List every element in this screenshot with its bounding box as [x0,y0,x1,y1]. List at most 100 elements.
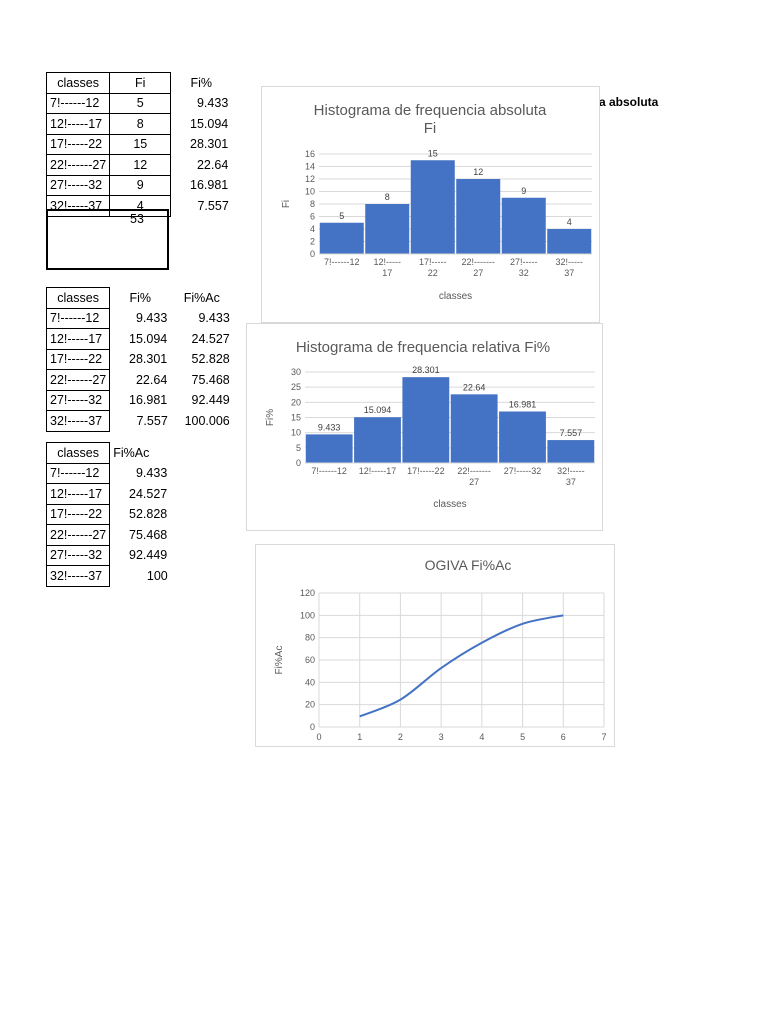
relative-frequency-table: classes Fi% Fi%Ac 7!------12 9.433 9.433… [45,287,233,432]
table-row: 22!------27 12 22.64 [45,154,232,176]
table-cell: 15.094 [190,116,229,131]
ogive-chart: OGIVA Fi%Ac 0 20 40 60 80 100 120 0 1 2 3 4 5 6 7 Fi%Ac [255,544,615,747]
y-tick-label: 14 [305,162,315,172]
x-tick-label: 7!------12 [324,257,360,267]
x-tick-label: 2 [398,732,403,742]
table-row: 17!-----22 52.828 [45,503,171,525]
table-header-cell: Fi% [190,75,213,90]
table-cell: 7!------12 [45,307,111,329]
table-header-cell: Fi% [129,290,152,305]
cumulative-frequency-table: classes Fi%Ac 7!------12 9.433 12!-----1… [45,442,171,587]
y-tick-label: 0 [310,722,315,732]
x-tick-label: 7!------12 [311,466,347,476]
y-axis-label: Fi% [265,409,276,426]
bar [456,179,501,254]
table-header-row: classes Fi%Ac [45,442,171,464]
table-cell: 22!------27 [45,524,111,546]
table-cell: 100 [146,568,168,583]
chart-title: OGIVA Fi%Ac [425,557,512,573]
x-tick-label: 1 [357,732,362,742]
table-cell: 9.433 [196,96,229,111]
table-cell: 8 [109,113,172,135]
x-tick-label: 7 [601,732,606,742]
table-row: 12!-----17 24.527 [45,483,171,505]
bar [501,197,546,254]
data-label: 5 [339,211,344,221]
table-row: 27!-----32 92.449 [45,544,171,566]
table-cell: 24.527 [129,486,168,501]
data-label: 22.64 [463,382,486,392]
x-tick-label: 22!------- [457,466,491,476]
table-cell: 16.981 [190,178,229,193]
table-row: 12!-----17 15.094 24.527 [45,328,233,350]
table-cell: 12!-----17 [45,483,111,505]
x-tick-label: 4 [479,732,484,742]
absolute-frequency-chart: Histograma de frequencia absoluta Fi 0 2 4 6 8… [261,86,600,323]
bar [402,377,450,463]
series-line [359,614,564,718]
bar [305,434,353,463]
table-row: 32!-----37 100 [45,565,171,587]
y-tick-label: 8 [310,199,315,209]
data-label: 12 [473,167,483,177]
x-tick-label: 17!----- [419,257,447,267]
table-cell: 28.301 [190,137,229,152]
table-cell: 9.433 [135,311,168,326]
table-cell: 12 [109,154,172,176]
table-cell: 7.557 [136,413,168,428]
table-cell: 75.468 [129,527,168,542]
table-header-row: classes Fi% Fi%Ac [45,287,233,309]
table-cell: 7!------12 [45,462,111,484]
table-cell: 17!-----22 [45,133,111,155]
x-tick-label: 0 [316,732,321,742]
x-tick-label: 17 [382,268,392,278]
table-cell: 52.828 [191,352,230,367]
table-cell: 28.301 [129,352,168,367]
table-cell: 32!-----37 [45,410,111,432]
table-cell: 52.828 [129,507,168,522]
frequency-table: classes Fi Fi% 7!------12 5 9.433 12!---… [45,72,232,217]
bar [354,417,401,463]
bar [547,229,592,254]
total-box: 53 [46,209,169,270]
y-axis-label: Fi%Ac [274,646,285,675]
y-tick-label: 25 [291,382,301,392]
x-tick-label: 3 [439,732,444,742]
table-cell: 27!-----32 [45,389,111,411]
x-tick-label: 6 [561,732,566,742]
x-axis-label: classes [439,291,472,302]
total-value: 53 [130,212,144,226]
data-label: 9 [521,186,526,196]
y-tick-label: 20 [305,700,315,710]
table-row: 7!------12 9.433 9.433 [45,307,233,329]
y-tick-label: 60 [305,655,315,665]
bar [450,394,498,463]
table-row: 7!------12 9.433 [45,462,171,484]
y-tick-label: 15 [291,413,301,423]
table-cell: 9 [109,174,172,196]
table-row: 22!------27 75.468 [45,524,171,546]
table-row: 17!-----22 15 28.301 [45,133,232,155]
y-tick-label: 20 [291,397,301,407]
data-label: 4 [567,217,572,227]
data-label: 28.301 [412,365,440,375]
table-header-cell: Fi [109,72,172,94]
table-header-cell: Fi%Ac [113,445,150,460]
table-cell: 22.64 [135,372,168,387]
chart-title: Fi [424,120,437,137]
table-cell: 17!-----22 [45,503,111,525]
table-cell: 5 [109,92,172,114]
table-cell: 32!-----37 [45,565,111,587]
table-cell: 24.527 [191,331,230,346]
y-tick-label: 6 [310,212,315,222]
table-header-cell: Fi%Ac [183,290,220,305]
table-cell: 12!-----17 [45,113,111,135]
x-tick-label: 27!----- [510,257,538,267]
table-row: 22!------27 22.64 75.468 [45,369,233,391]
data-label: 15 [428,148,438,158]
chart-title: Histograma de frequencia absoluta [314,102,547,119]
table-cell: 27!-----32 [45,544,111,566]
y-tick-label: 80 [305,633,315,643]
table-cell: 17!-----22 [45,348,111,370]
data-label: 16.981 [509,399,537,409]
